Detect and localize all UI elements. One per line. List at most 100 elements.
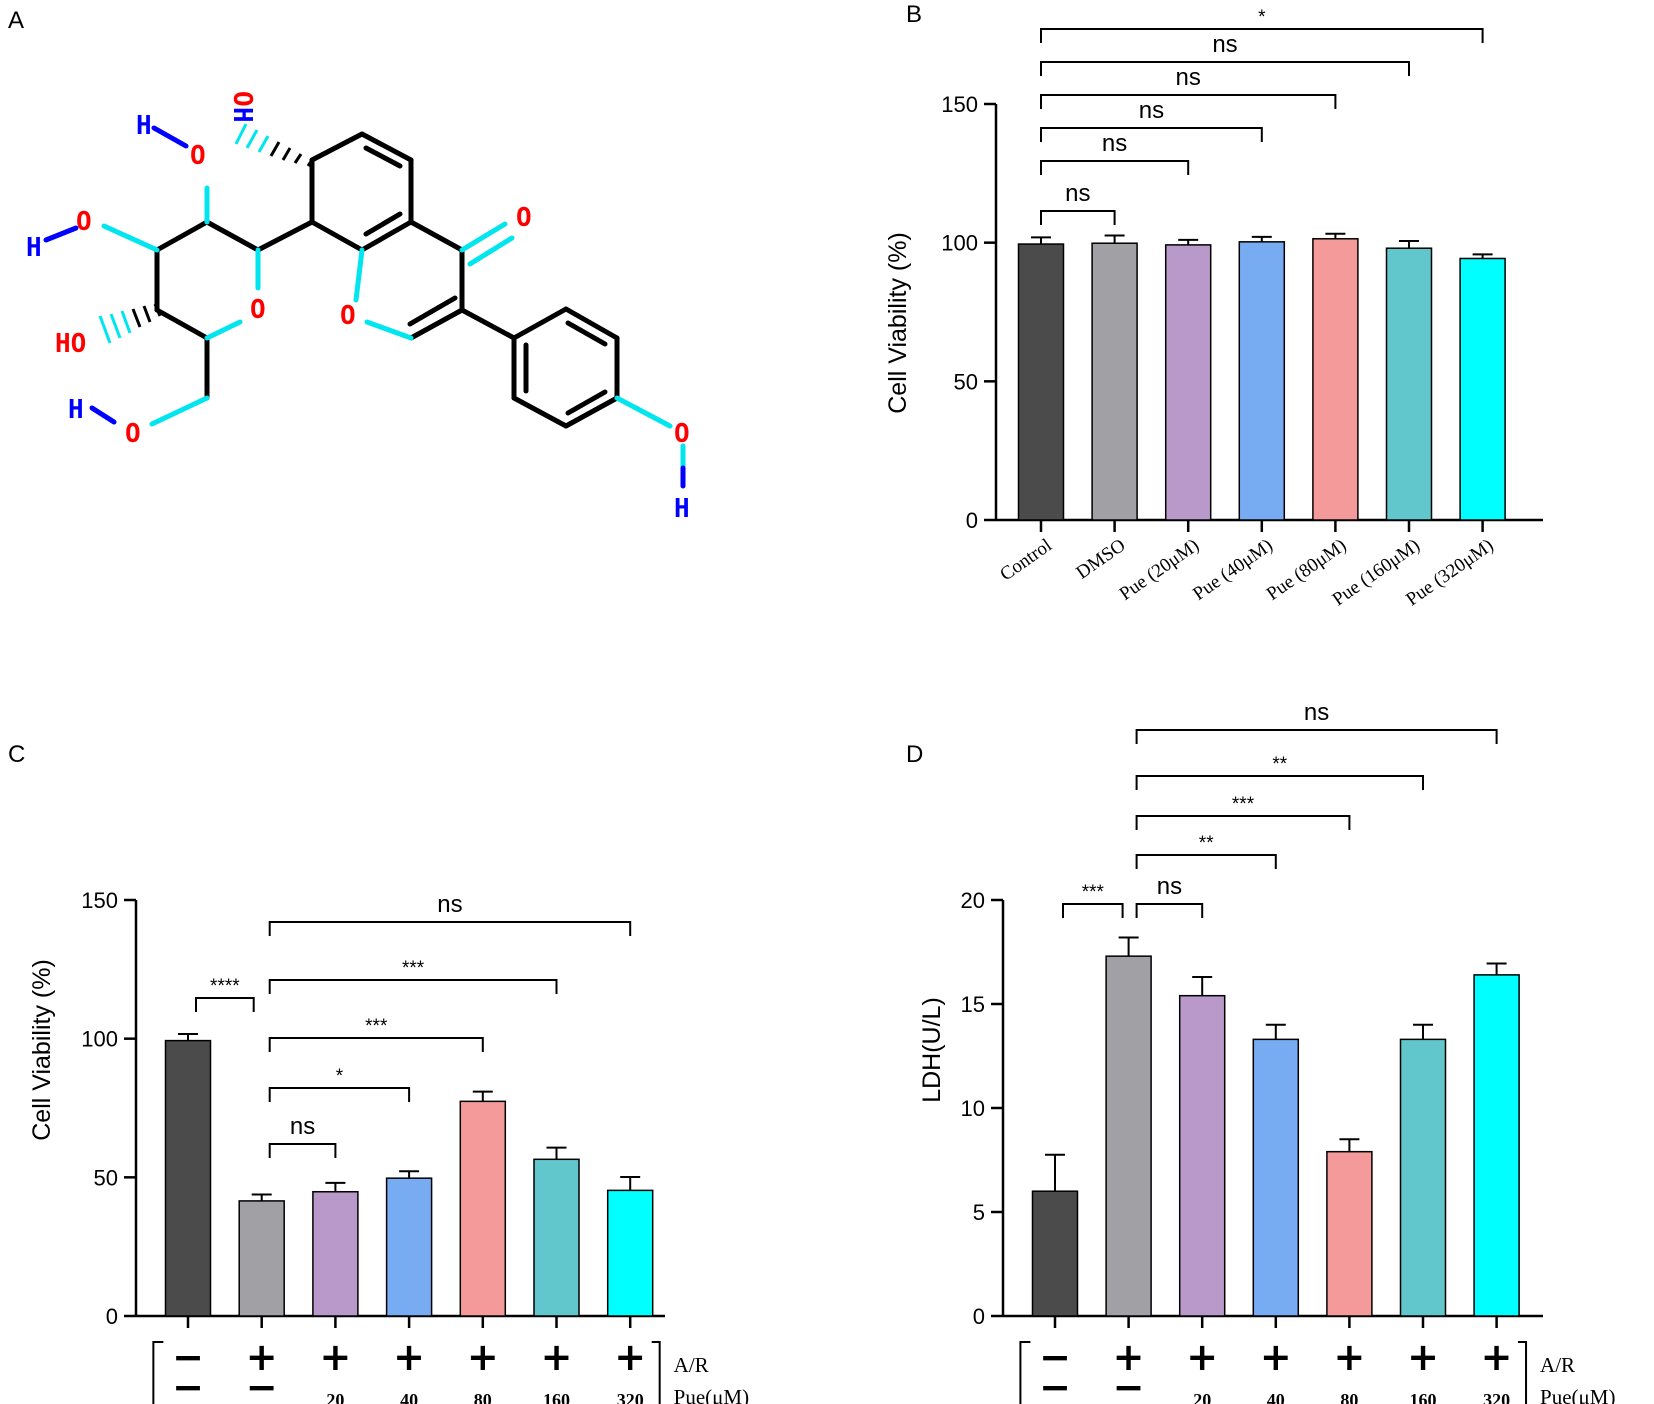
hashed-wedges	[131, 141, 314, 328]
bar	[385, 1177, 433, 1317]
wedge-hash	[234, 123, 248, 145]
significance-label: *	[1258, 7, 1266, 28]
wedge-hash	[306, 159, 314, 167]
bar	[606, 1189, 654, 1317]
y-tick-label: 50	[954, 369, 978, 394]
bar	[533, 1158, 580, 1317]
significance-label: ns	[1157, 873, 1182, 900]
h-bonds	[43, 125, 686, 489]
pue-dose: −	[246, 1365, 278, 1404]
panel-c-label: C	[8, 741, 25, 768]
bond	[563, 306, 620, 341]
x-tick-label: Control	[996, 535, 1056, 586]
bond	[154, 307, 210, 341]
bond	[363, 145, 403, 169]
row-label-pue: Pue(μM)	[1540, 1385, 1615, 1404]
y-tick-label: 10	[961, 1096, 985, 1121]
wedge-hash	[281, 147, 292, 161]
ar-sign: +	[246, 1335, 278, 1379]
x-tick-label: DMSO	[1072, 535, 1129, 584]
atom-o: O	[190, 141, 206, 171]
wedge-hash	[269, 141, 281, 157]
significance-label: ****	[210, 976, 240, 997]
atom-o: O	[125, 419, 141, 449]
bond	[101, 223, 160, 253]
pue-dose: 160	[543, 1390, 570, 1404]
bar	[312, 1191, 359, 1317]
pue-dose: 320	[1483, 1390, 1510, 1404]
pue-dose: −	[1113, 1365, 1145, 1404]
atom-o: O	[674, 419, 690, 449]
y-tick-label: 15	[961, 992, 985, 1017]
significance-bracket	[268, 921, 632, 936]
wedge-hash	[98, 315, 112, 344]
significance-label: ns	[1065, 180, 1090, 207]
pue-dose: 80	[1340, 1390, 1358, 1404]
ar-sign: +	[1407, 1335, 1439, 1379]
wedge-hash	[142, 305, 152, 323]
significance-label: ns	[437, 891, 462, 918]
bar	[1473, 974, 1520, 1317]
significance-label: ***	[365, 1016, 388, 1037]
heteroatom-bonds	[101, 185, 686, 471]
bar	[459, 1100, 507, 1317]
significance-label: ns	[290, 1113, 315, 1140]
bar	[1091, 242, 1138, 521]
significance-label: *	[336, 1066, 344, 1087]
wedge-hash	[245, 129, 259, 149]
bond	[511, 306, 569, 341]
ar-sign: +	[1260, 1335, 1292, 1379]
bond	[511, 395, 569, 429]
y-tick-label: 150	[941, 92, 978, 117]
significance-bracket	[1040, 210, 1116, 225]
ar-sign: +	[1481, 1335, 1513, 1379]
ar-sign: −	[172, 1335, 204, 1379]
ar-sign: +	[393, 1335, 425, 1379]
ar-sign: +	[614, 1335, 646, 1379]
table-bracket-left	[1019, 1341, 1031, 1404]
bar	[1178, 994, 1226, 1317]
wedge-hash	[109, 313, 122, 339]
row-label-pue: Pue(μM)	[674, 1385, 749, 1404]
bond	[467, 235, 515, 267]
row-label-ar: A/R	[674, 1353, 709, 1377]
ar-sign: +	[1186, 1335, 1218, 1379]
bar	[1252, 1038, 1300, 1317]
pue-dose: 20	[1193, 1390, 1211, 1404]
bond	[204, 319, 243, 341]
significance-label: ns	[1304, 699, 1329, 726]
bond	[459, 307, 517, 341]
bond	[255, 219, 315, 253]
bond	[309, 219, 365, 253]
panel-d-label: D	[906, 741, 923, 768]
y-tick-label: 0	[106, 1304, 118, 1329]
y-axis-label: Cell Viability (%)	[884, 232, 912, 414]
significance-bracket	[268, 1143, 337, 1158]
bond	[154, 219, 210, 253]
bar	[1164, 244, 1212, 521]
atom-o: O	[250, 295, 266, 325]
bond	[151, 125, 189, 149]
bond	[565, 320, 608, 347]
bar	[1459, 257, 1506, 521]
y-tick-label: 50	[94, 1165, 118, 1190]
pue-dose: 40	[400, 1390, 418, 1404]
ar-sign: −	[1039, 1335, 1071, 1379]
bar	[1385, 247, 1433, 521]
atom-labels: O H H O O H HO H O O O O O H	[26, 91, 690, 524]
atom-o: O	[516, 203, 532, 233]
bond	[353, 247, 365, 303]
atom-ho: HO	[55, 329, 86, 359]
y-tick-label: 0	[973, 1304, 985, 1329]
y-tick-label: 20	[961, 888, 985, 913]
bond	[363, 211, 403, 237]
table-bracket-right	[1518, 1341, 1528, 1404]
significance-bracket	[1040, 28, 1484, 43]
bond	[563, 395, 620, 429]
wedge-hash	[120, 310, 132, 334]
significance-bracket	[268, 979, 558, 994]
